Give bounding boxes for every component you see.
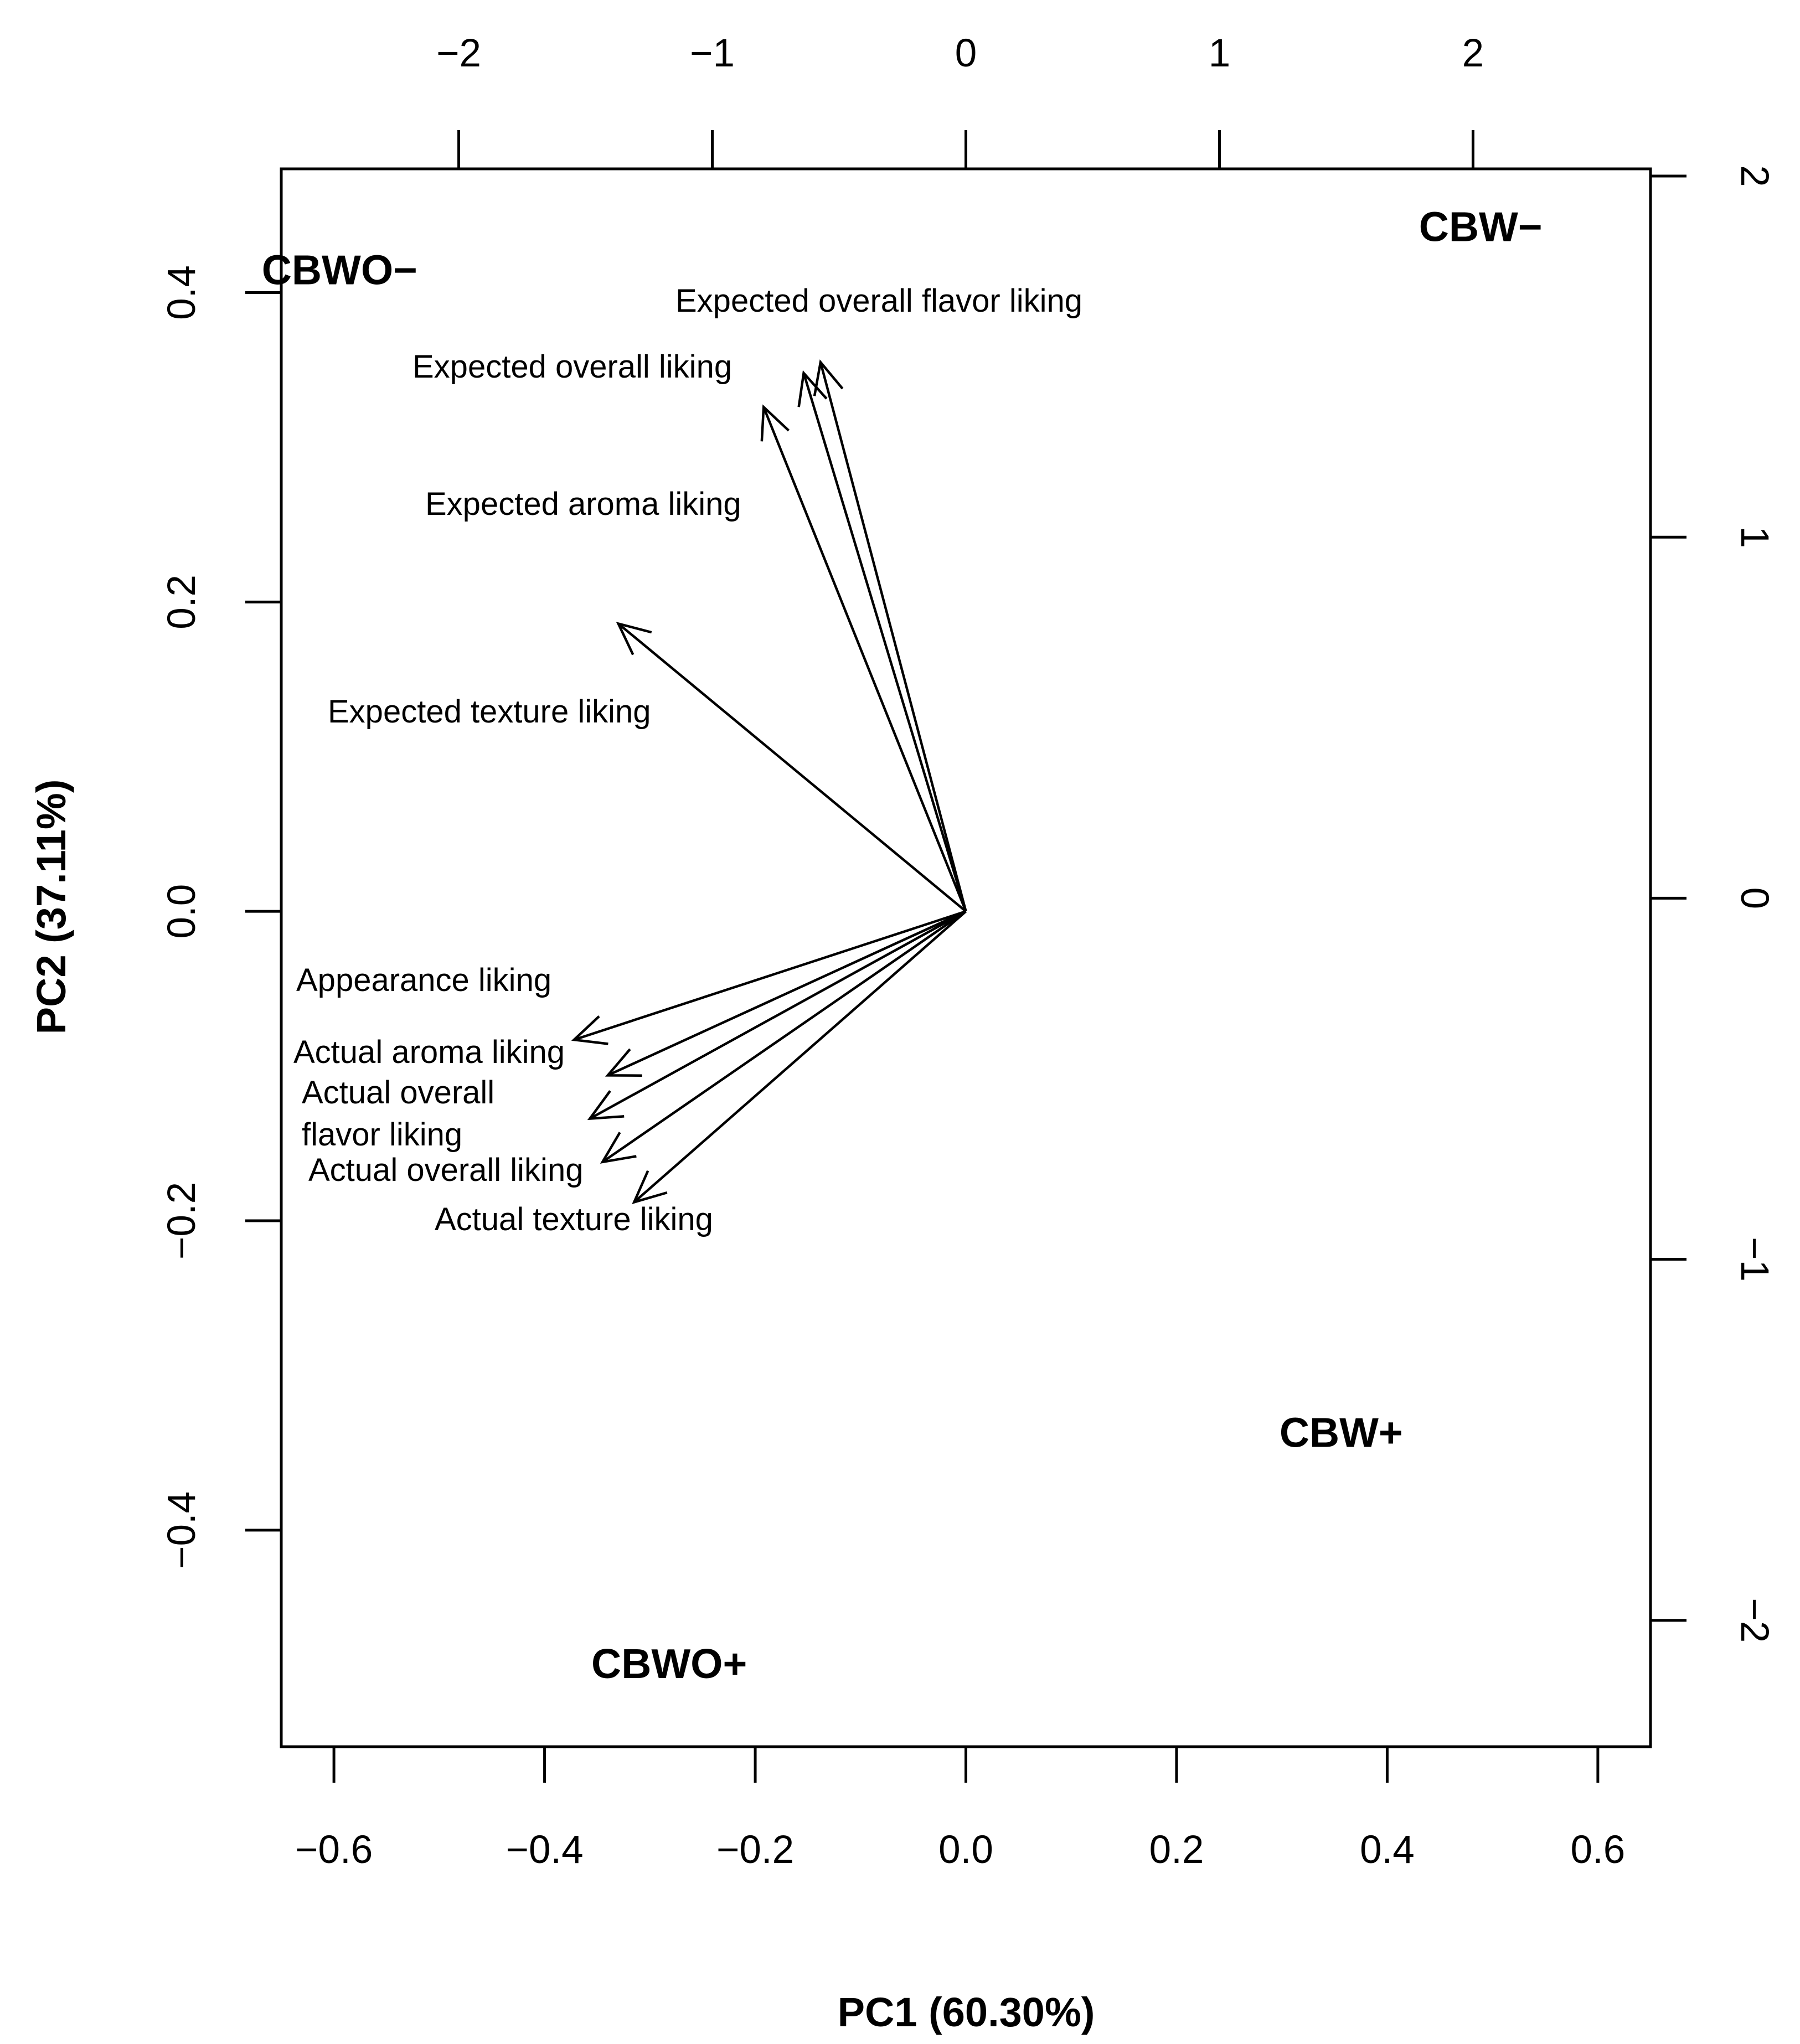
loading-arrow [802, 373, 967, 912]
sample-label: CBW− [1419, 203, 1543, 250]
loading-arrowhead [632, 1170, 668, 1204]
sample-labels: CBWO− CBW− CBW+ CBWO+ [262, 203, 1543, 1687]
loading-arrowhead [797, 370, 828, 407]
top-axis: −2 −1 0 1 2 [436, 32, 1484, 171]
y-tick-label: 0.4 [160, 265, 204, 320]
loading-label: Actual overall [302, 1075, 494, 1111]
loading-arrow [819, 362, 967, 912]
right-tick-label: −2 [1732, 1598, 1776, 1643]
top-tick-label: 2 [1462, 32, 1484, 75]
loading-label: Expected overall flavor liking [675, 283, 1082, 319]
top-tick-label: −2 [436, 32, 481, 75]
right-tick-label: 1 [1732, 526, 1776, 548]
loading-arrow [607, 910, 967, 1077]
loading-arrowhead [587, 1090, 625, 1121]
right-tick-label: −1 [1732, 1237, 1776, 1282]
right-tick-label: 2 [1732, 165, 1776, 187]
top-tick-label: −1 [690, 32, 735, 75]
loading-arrow [762, 406, 967, 912]
y-axis-title: PC2 (37.11%) [28, 780, 74, 1035]
loading-label: Expected texture liking [328, 694, 651, 730]
loading-label: Actual aroma liking [293, 1034, 565, 1070]
x-tick-label: 0.0 [938, 1828, 993, 1872]
right-tick-label: 0 [1732, 887, 1776, 910]
x-tick-label: 0.2 [1149, 1828, 1204, 1872]
loading-label: Actual texture liking [435, 1201, 713, 1237]
loading-vectors: Expected overall flavor liking Expected o… [293, 283, 1082, 1237]
y-tick-label: −0.4 [160, 1491, 204, 1569]
x-tick-label: 0.6 [1571, 1828, 1626, 1872]
loading-arrowhead [600, 1132, 637, 1164]
sample-label: CBWO+ [591, 1640, 747, 1687]
x-tick-label: −0.6 [295, 1828, 373, 1872]
loading-label: flavor liking [302, 1117, 462, 1153]
top-tick-label: 0 [955, 32, 977, 75]
top-tick-label: 1 [1209, 32, 1231, 75]
y-tick-label: 0.0 [160, 884, 204, 939]
sample-label: CBWO− [262, 247, 417, 293]
y-tick-label: 0.2 [160, 575, 204, 629]
loading-arrowhead [760, 404, 790, 442]
y-tick-label: −0.2 [160, 1182, 204, 1260]
loading-label: Expected overall liking [412, 349, 732, 385]
loading-arrowhead [813, 359, 844, 396]
loading-label: Expected aroma liking [425, 486, 741, 522]
loading-arrow [574, 910, 967, 1041]
loading-arrow [589, 910, 967, 1120]
bottom-axis: −0.6 −0.4 −0.2 0.0 0.2 0.4 0.6 [295, 1745, 1626, 1872]
x-tick-label: −0.4 [506, 1828, 583, 1872]
loading-arrow [633, 910, 967, 1204]
sample-label: CBW+ [1280, 1410, 1403, 1456]
right-axis: 2 1 0 −1 −2 [1649, 165, 1776, 1643]
loading-arrow [601, 910, 967, 1163]
loading-label: Appearance liking [296, 962, 551, 998]
loading-arrow [617, 622, 967, 912]
x-tick-label: 0.4 [1360, 1828, 1415, 1872]
loading-arrowhead [616, 622, 652, 655]
left-axis: −0.4 −0.2 0.0 0.2 0.4 [160, 265, 283, 1569]
loading-arrowhead [571, 1015, 608, 1045]
loading-label: Actual overall liking [308, 1152, 583, 1188]
loading-arrowhead [605, 1048, 642, 1077]
x-tick-label: −0.2 [716, 1828, 794, 1872]
x-axis-title: PC1 (60.30%) [838, 1989, 1095, 2035]
